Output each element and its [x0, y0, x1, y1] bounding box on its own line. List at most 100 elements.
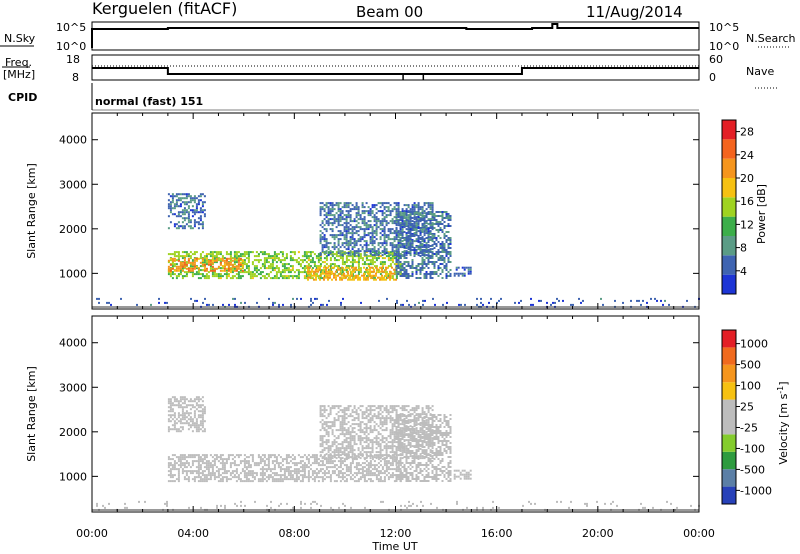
data-cell — [339, 218, 342, 221]
data-cell — [263, 265, 266, 268]
data-cell — [397, 462, 400, 464]
data-cell — [357, 417, 360, 420]
data-cell — [385, 244, 388, 247]
data-cell — [275, 478, 278, 481]
data-cell — [467, 272, 470, 275]
data-cell — [213, 269, 216, 272]
data-cell — [343, 447, 346, 450]
data-cell — [319, 437, 322, 440]
data-cell — [311, 478, 314, 481]
data-cell — [373, 248, 376, 251]
data-cell — [425, 466, 428, 468]
data-cell — [439, 267, 442, 269]
data-cell — [371, 232, 374, 235]
data-cell — [439, 221, 442, 223]
data-cell — [211, 257, 214, 260]
data-cell — [275, 253, 278, 256]
data-cell — [437, 458, 440, 460]
data-cell — [335, 202, 338, 205]
data-cell — [367, 265, 370, 268]
data-cell — [433, 442, 436, 444]
data-cell — [279, 261, 282, 264]
data-cell — [433, 219, 436, 221]
data-cell — [337, 472, 340, 475]
data-cell — [345, 276, 347, 279]
data-cell — [375, 204, 378, 207]
data-cell — [441, 251, 444, 253]
data-cell — [217, 265, 220, 268]
data-cell — [445, 444, 448, 446]
data-cell — [335, 276, 337, 279]
data-cell — [449, 225, 452, 227]
data-cell — [323, 238, 326, 241]
data-cell — [235, 470, 238, 473]
data-cell — [237, 474, 240, 477]
data-cell — [433, 478, 436, 480]
data-cell — [273, 277, 276, 280]
data-cell — [642, 299, 644, 302]
data-cell — [343, 472, 346, 475]
data-cell — [421, 259, 424, 261]
data-cell — [399, 239, 402, 241]
data-cell — [195, 454, 198, 457]
data-cell — [369, 478, 372, 481]
data-cell — [265, 277, 268, 280]
data-cell — [518, 301, 520, 304]
data-cell — [449, 418, 452, 420]
data-cell — [437, 446, 440, 448]
data-cell — [331, 460, 334, 463]
data-cell — [221, 464, 224, 467]
data-cell — [201, 193, 204, 196]
data-cell — [415, 470, 418, 472]
data-cell — [367, 468, 370, 471]
data-cell — [329, 447, 332, 450]
data-cell — [317, 257, 320, 260]
data-cell — [323, 407, 326, 410]
data-cell — [391, 244, 394, 247]
data-cell — [405, 244, 408, 247]
data-cell — [353, 240, 356, 243]
data-cell — [303, 255, 306, 258]
data-cell — [253, 275, 256, 278]
data-cell — [387, 234, 390, 237]
data-cell — [355, 206, 358, 209]
data-cell — [357, 238, 360, 241]
data-cell — [283, 265, 286, 268]
data-cell — [373, 409, 376, 412]
data-cell — [189, 225, 192, 228]
data-cell — [321, 208, 324, 211]
data-cell — [325, 472, 328, 475]
data-cell — [373, 257, 376, 260]
data-cell — [447, 434, 450, 436]
data-cell — [215, 466, 218, 469]
data-cell — [351, 439, 354, 442]
data-cell — [339, 472, 342, 475]
data-cell — [453, 272, 456, 275]
data-cell — [207, 271, 210, 274]
data-cell — [173, 203, 176, 206]
data-cell — [247, 261, 250, 264]
data-cell — [375, 216, 378, 219]
data-cell — [439, 211, 442, 213]
data-cell — [365, 453, 368, 456]
data-cell — [187, 261, 190, 264]
data-cell — [441, 249, 444, 251]
data-cell — [375, 252, 378, 255]
data-cell — [387, 202, 390, 205]
data-cell — [365, 268, 367, 271]
data-cell — [195, 476, 198, 479]
data-cell — [291, 454, 294, 457]
data-cell — [383, 276, 385, 279]
data-cell — [233, 255, 236, 258]
data-cell — [441, 257, 444, 259]
data-cell — [367, 248, 370, 251]
nsearch-tick-top: 10^5 — [709, 21, 739, 34]
data-cell — [375, 274, 377, 277]
data-cell — [169, 476, 172, 479]
data-cell — [269, 265, 272, 268]
data-cell — [283, 277, 286, 280]
data-cell — [219, 480, 222, 483]
data-cell — [267, 466, 270, 469]
data-cell — [443, 233, 446, 235]
data-cell — [237, 478, 240, 481]
